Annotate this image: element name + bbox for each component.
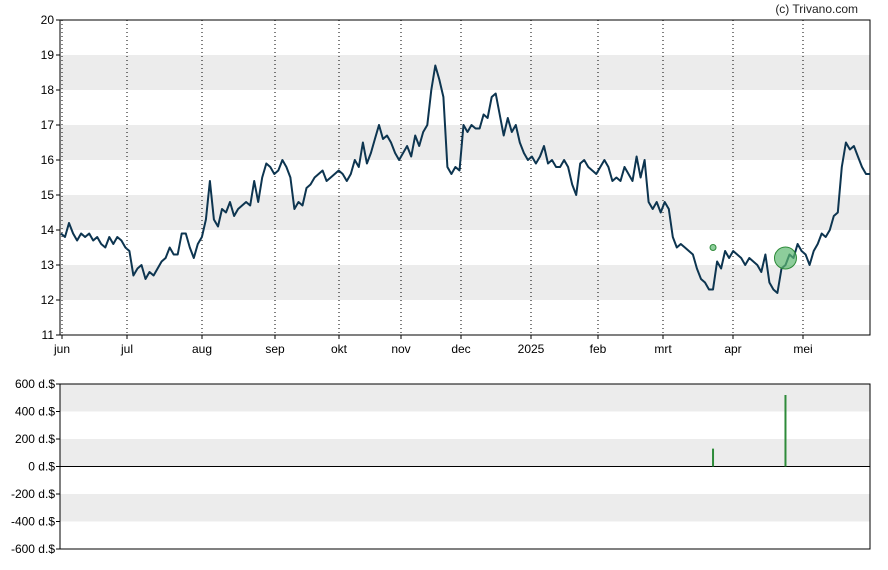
price-y-tick-label: 13 <box>41 258 55 272</box>
volume-y-tick-label: 600 d.$ <box>15 377 55 391</box>
price-y-tick-label: 19 <box>41 48 55 62</box>
volume-y-tick-label: 0 d.$ <box>28 460 55 474</box>
price-band <box>60 125 870 160</box>
event-marker <box>709 244 717 251</box>
credit-text: (c) Trivano.com <box>775 2 858 16</box>
price-y-tick-label: 12 <box>41 293 55 307</box>
x-tick-label: aug <box>192 342 212 356</box>
price-y-tick-label: 20 <box>41 13 55 27</box>
x-tick-label: jul <box>120 342 133 356</box>
x-tick-label: feb <box>590 342 607 356</box>
price-line <box>60 64 870 294</box>
volume-y-tick-label: -400 d.$ <box>11 515 55 529</box>
price-y-tick-label: 14 <box>41 223 55 237</box>
x-tick-label: nov <box>391 342 410 356</box>
volume-band <box>60 494 870 522</box>
price-band <box>60 195 870 230</box>
x-tick-label: jun <box>53 342 70 356</box>
x-tick-label: apr <box>724 342 741 356</box>
volume-band <box>60 384 870 412</box>
x-tick-label: dec <box>451 342 470 356</box>
x-tick-label: okt <box>331 342 348 356</box>
volume-y-tick-label: 400 d.$ <box>15 405 55 419</box>
price-y-tick-label: 17 <box>41 118 55 132</box>
price-band <box>60 265 870 300</box>
price-y-tick-label: 18 <box>41 83 55 97</box>
volume-y-tick-label: 200 d.$ <box>15 432 55 446</box>
price-y-tick-label: 15 <box>41 188 55 202</box>
x-tick-label: sep <box>265 342 285 356</box>
price-y-tick-label: 11 <box>42 328 55 342</box>
volume-y-tick-label: -600 d.$ <box>11 542 55 556</box>
volume-band <box>60 439 870 467</box>
event-marker <box>773 246 797 270</box>
price-band <box>60 55 870 90</box>
volume-y-tick-label: -200 d.$ <box>11 487 55 501</box>
x-tick-label: mei <box>793 342 812 356</box>
price-y-tick-label: 16 <box>41 153 55 167</box>
x-tick-label: 2025 <box>518 342 545 356</box>
x-tick-label: mrt <box>654 342 672 356</box>
price-panel-frame <box>59 19 871 336</box>
